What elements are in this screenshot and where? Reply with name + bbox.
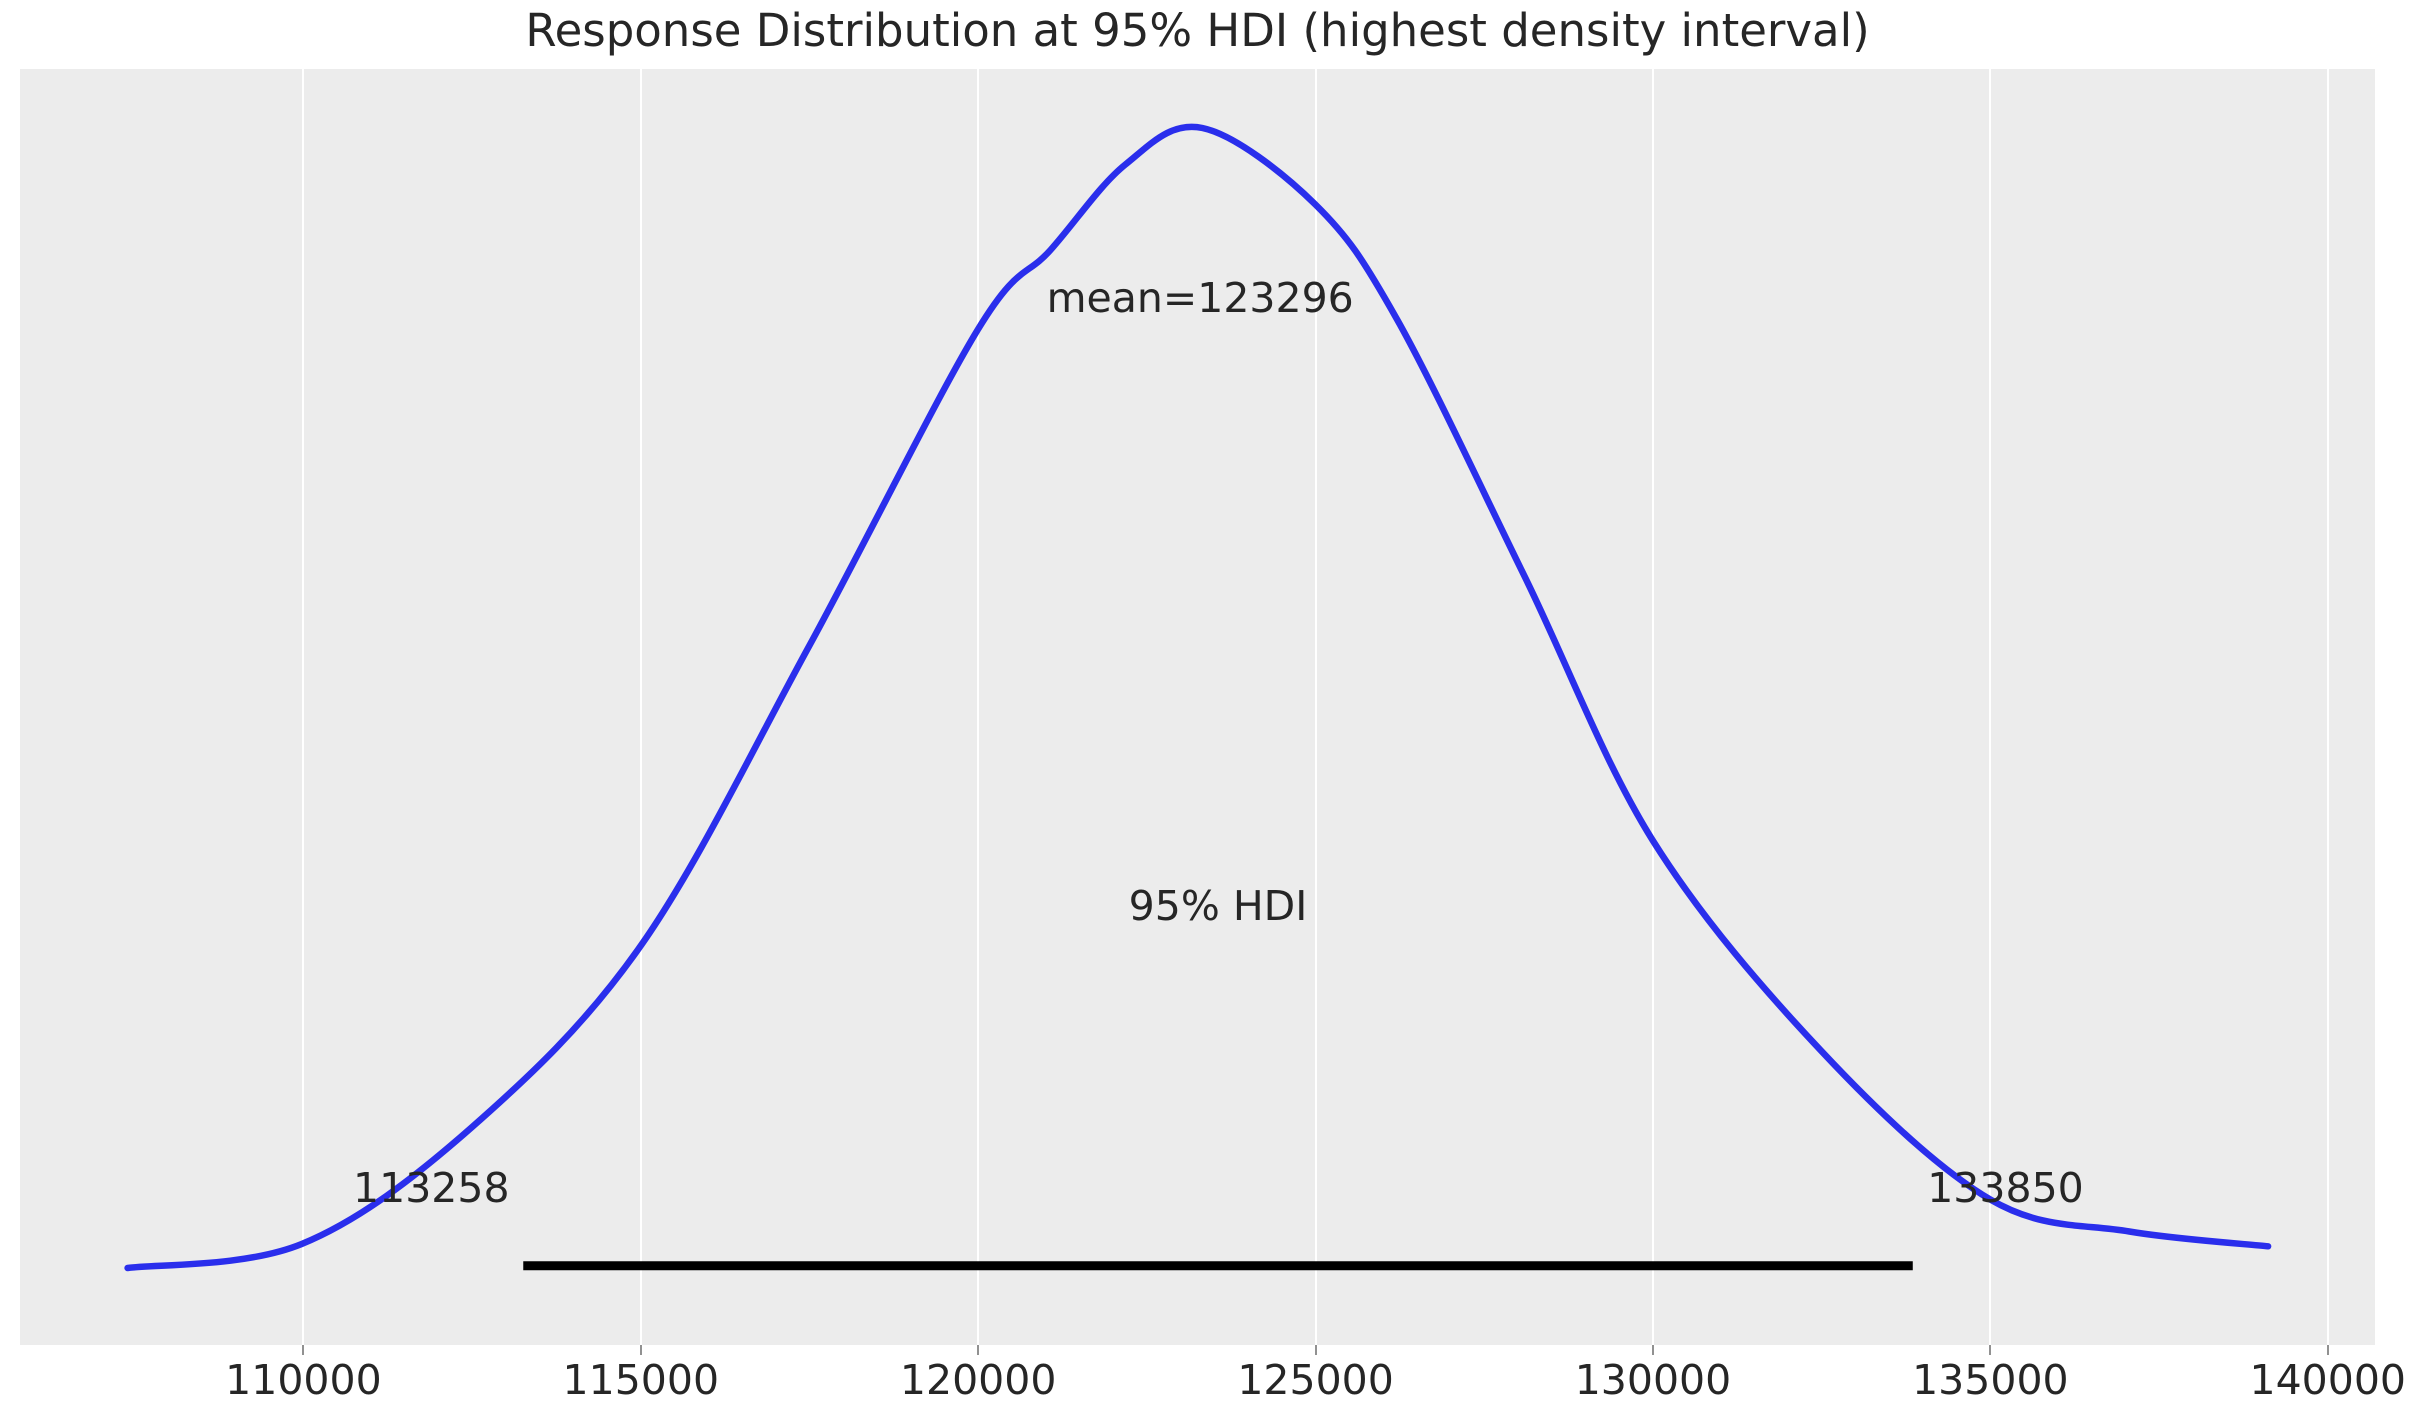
x-tick-mark-130000 [1651,1345,1654,1355]
x-tick-mark-110000 [302,1345,305,1355]
x-tick-mark-125000 [1314,1345,1317,1355]
hdi-label: 95% HDI [1128,882,1308,931]
x-tick-mark-135000 [1989,1345,1992,1355]
density-curve [124,123,2272,1272]
x-tick-label-135000: 135000 [1912,1356,2069,1404]
x-tick-label-110000: 110000 [225,1356,382,1404]
x-tick-label-130000: 130000 [1574,1356,1732,1404]
gridline-x-120000 [977,69,980,1345]
x-tick-label-120000: 120000 [899,1356,1057,1404]
gridline-x-140000 [2326,69,2329,1345]
gridline-x-125000 [1314,69,1317,1345]
gridline-x-130000 [1651,69,1654,1345]
hdi-lower-label: 113258 [353,1163,510,1212]
gridline-x-110000 [302,69,305,1345]
x-tick-label-125000: 125000 [1237,1356,1394,1404]
hdi-upper-label: 133850 [1927,1163,2084,1212]
gridline-x-135000 [1989,69,1992,1345]
x-tick-mark-140000 [2326,1345,2329,1355]
x-tick-label-140000: 140000 [2249,1356,2407,1404]
gridline-x-115000 [639,69,642,1345]
x-tick-label-115000: 115000 [562,1356,720,1404]
chart-title: Response Distribution at 95% HDI (highes… [525,4,1870,57]
plot-canvas [124,123,2272,1272]
plot-area: mean=123296 95% HDI 113258 133850 [20,69,2375,1345]
mean-label: mean=123296 [1046,273,1354,322]
x-tick-mark-120000 [977,1345,980,1355]
x-tick-mark-115000 [639,1345,642,1355]
